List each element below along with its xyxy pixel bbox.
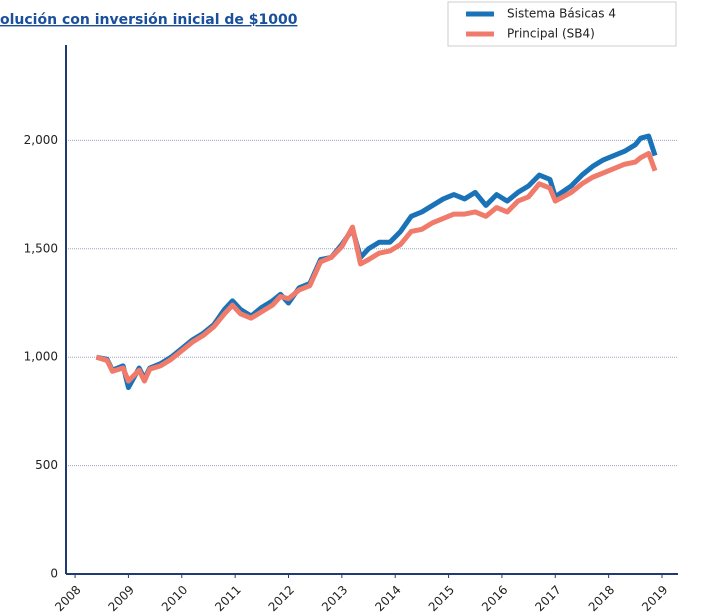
x-tick-label: 2012 <box>266 583 297 614</box>
x-tick-label: 2014 <box>372 583 403 614</box>
x-tick-label: 2010 <box>159 583 190 614</box>
legend-label: Sistema Básicas 4 <box>507 7 616 21</box>
y-tick-label: 2,000 <box>24 133 58 147</box>
x-tick-label: 2013 <box>319 583 350 614</box>
x-tick-label: 2011 <box>212 583 243 614</box>
x-tick-label: 2019 <box>639 583 670 614</box>
legend-box <box>447 1 677 47</box>
y-tick-label: 500 <box>35 458 58 472</box>
x-tick-label: 2009 <box>106 583 137 614</box>
chart-title: olución con inversión inicial de $1000 <box>0 12 298 28</box>
series-line <box>95 150 658 384</box>
x-tick-label: 2016 <box>479 583 510 614</box>
y-tick-label: 1,000 <box>24 350 58 364</box>
x-tick-label: 2008 <box>52 583 83 614</box>
x-tick-label: 2018 <box>586 583 617 614</box>
x-tick-label: 2015 <box>426 583 457 614</box>
y-tick-label: 0 <box>50 567 58 581</box>
y-tick-label: 1,500 <box>24 241 58 255</box>
legend-label: Principal (SB4) <box>507 27 595 41</box>
x-tick-label: 2017 <box>532 583 563 614</box>
